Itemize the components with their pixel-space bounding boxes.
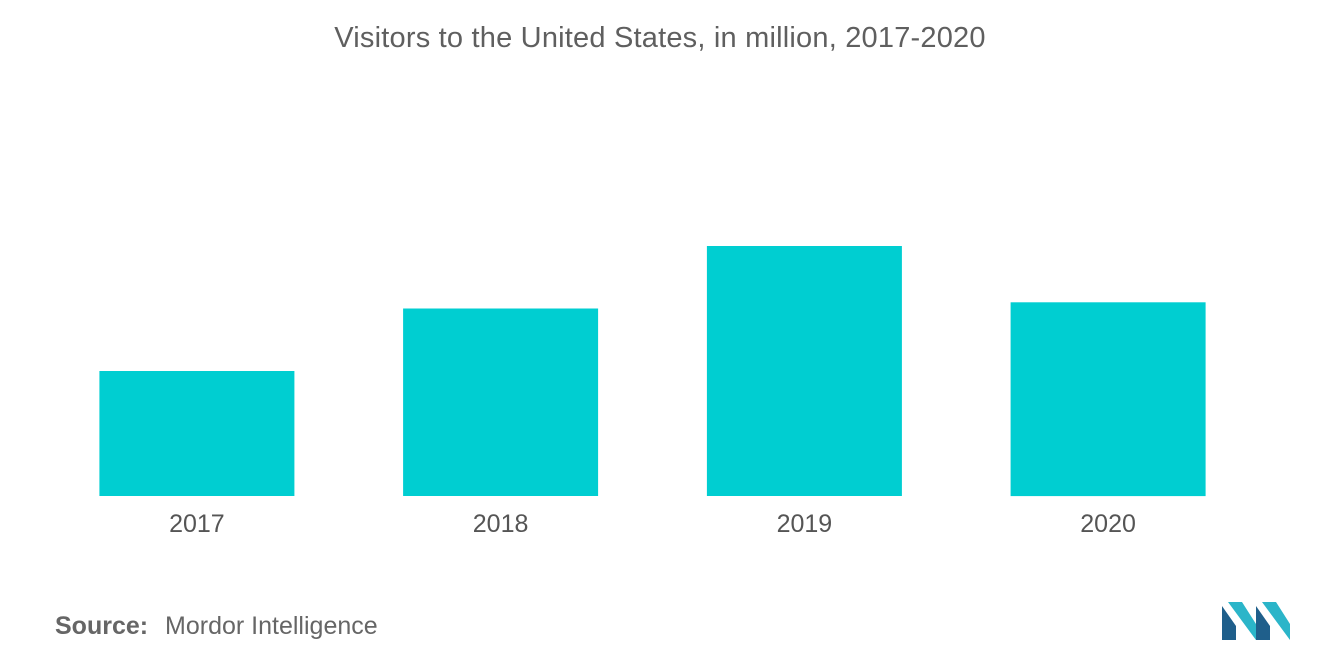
x-tick-label-2020: 2020 <box>1080 510 1136 538</box>
source-label: Source: <box>55 612 149 640</box>
source-note: Source: Mordor Intelligence <box>55 612 378 641</box>
bar-2017 <box>99 371 295 496</box>
bar-2018 <box>403 308 599 496</box>
bar-2020 <box>1010 302 1206 497</box>
source-text: Mordor Intelligence <box>165 612 378 640</box>
bar-chart: 2017 2018 2019 2020 <box>99 246 1206 538</box>
bar-2019 <box>706 246 902 496</box>
x-tick-label-2017: 2017 <box>169 510 225 538</box>
x-tick-label-2019: 2019 <box>777 510 833 538</box>
chart-title: Visitors to the United States, in millio… <box>334 22 986 54</box>
x-tick-label-2018: 2018 <box>473 510 529 538</box>
mordor-intelligence-logo-icon <box>1222 602 1290 640</box>
